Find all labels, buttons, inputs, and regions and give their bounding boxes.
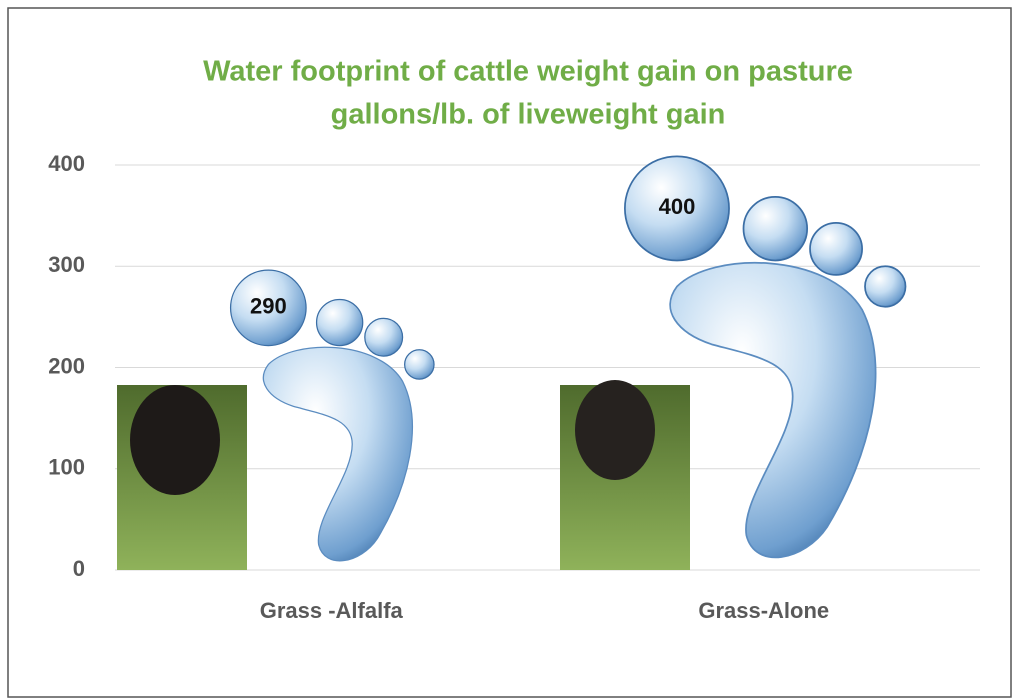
y-tick-label: 300 bbox=[48, 252, 85, 277]
sole bbox=[262, 346, 413, 562]
footprint bbox=[229, 269, 435, 562]
toe bbox=[315, 298, 364, 347]
x-tick-label: Grass-Alone bbox=[698, 598, 829, 623]
toe bbox=[624, 155, 730, 262]
toe bbox=[809, 221, 863, 276]
toe bbox=[364, 317, 404, 357]
y-tick-label: 400 bbox=[48, 151, 85, 176]
photo bbox=[117, 380, 690, 570]
x-tick-label: Grass -Alfalfa bbox=[260, 598, 404, 623]
toe bbox=[864, 265, 907, 308]
y-tick-label: 100 bbox=[48, 455, 85, 480]
footprint bbox=[624, 155, 907, 559]
chart-title: Water footprint of cattle weight gain on… bbox=[203, 56, 853, 88]
y-tick-label: 0 bbox=[73, 556, 85, 581]
data-label: 400 bbox=[659, 194, 696, 219]
sole bbox=[669, 261, 877, 559]
toe bbox=[404, 349, 435, 380]
toe bbox=[229, 269, 307, 347]
y-tick-label: 200 bbox=[48, 353, 85, 378]
chart-subtitle: gallons/lb. of liveweight gain bbox=[331, 99, 726, 131]
toe bbox=[742, 195, 809, 262]
data-label: 290 bbox=[250, 294, 287, 319]
